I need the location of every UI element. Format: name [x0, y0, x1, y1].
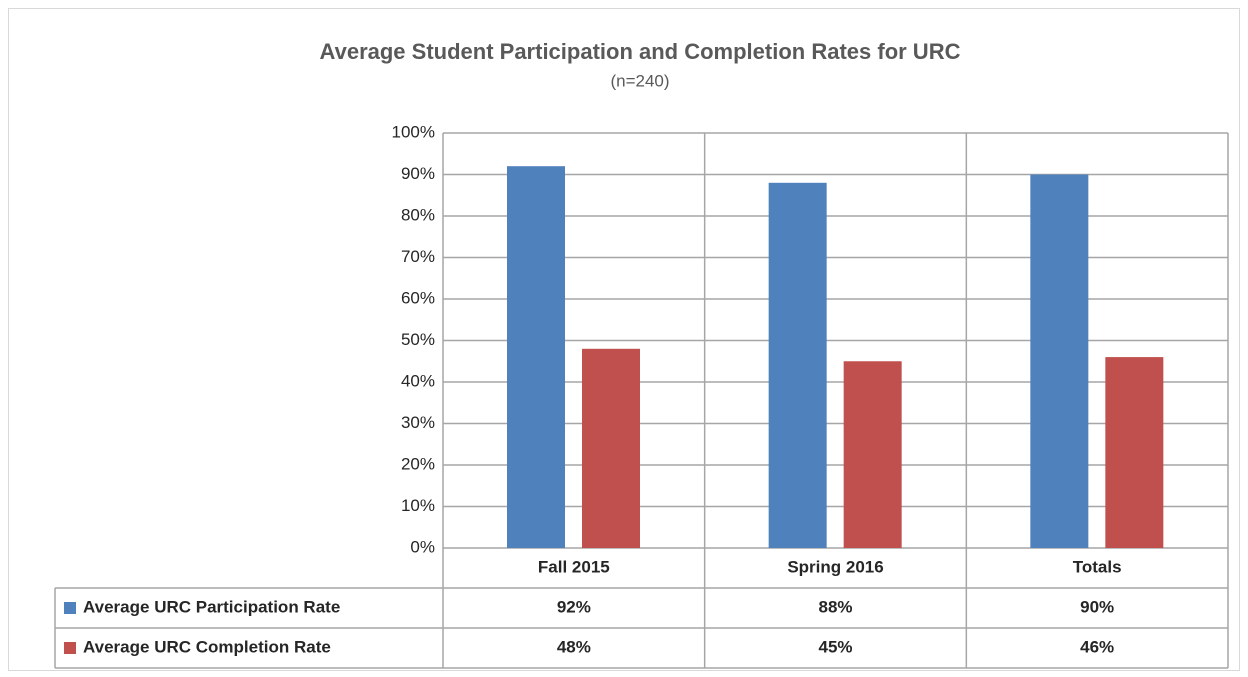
bar — [768, 182, 827, 549]
legend-label: Average URC Completion Rate — [83, 637, 331, 656]
y-tick-label: 40% — [401, 371, 435, 390]
legend-swatch — [64, 642, 76, 654]
data-label: 92% — [557, 597, 591, 616]
y-tick-label: 20% — [401, 454, 435, 473]
data-label: 90% — [1080, 597, 1114, 616]
bar — [843, 361, 902, 548]
y-tick-label: 30% — [401, 413, 435, 432]
y-tick-label: 100% — [392, 122, 435, 141]
y-tick-label: 10% — [401, 496, 435, 515]
y-tick-label: 50% — [401, 330, 435, 349]
bar — [1030, 174, 1089, 548]
y-tick-label: 90% — [401, 164, 435, 183]
chart-subtitle: (n=240) — [610, 71, 669, 90]
legend-swatch — [64, 602, 76, 614]
bar — [1105, 357, 1164, 548]
x-tick-label: Spring 2016 — [787, 557, 883, 576]
chart-title: Average Student Participation and Comple… — [320, 39, 961, 64]
y-tick-label: 60% — [401, 288, 435, 307]
data-label: 46% — [1080, 637, 1114, 656]
legend-label: Average URC Participation Rate — [83, 597, 340, 616]
bar — [582, 348, 640, 548]
data-label: 45% — [818, 637, 852, 656]
y-tick-label: 80% — [401, 205, 435, 224]
bar — [507, 166, 565, 548]
data-label: 88% — [818, 597, 852, 616]
y-tick-label: 0% — [410, 537, 435, 556]
data-label: 48% — [557, 637, 591, 656]
x-tick-label: Totals — [1073, 557, 1122, 576]
x-tick-label: Fall 2015 — [538, 557, 610, 576]
y-tick-label: 70% — [401, 247, 435, 266]
